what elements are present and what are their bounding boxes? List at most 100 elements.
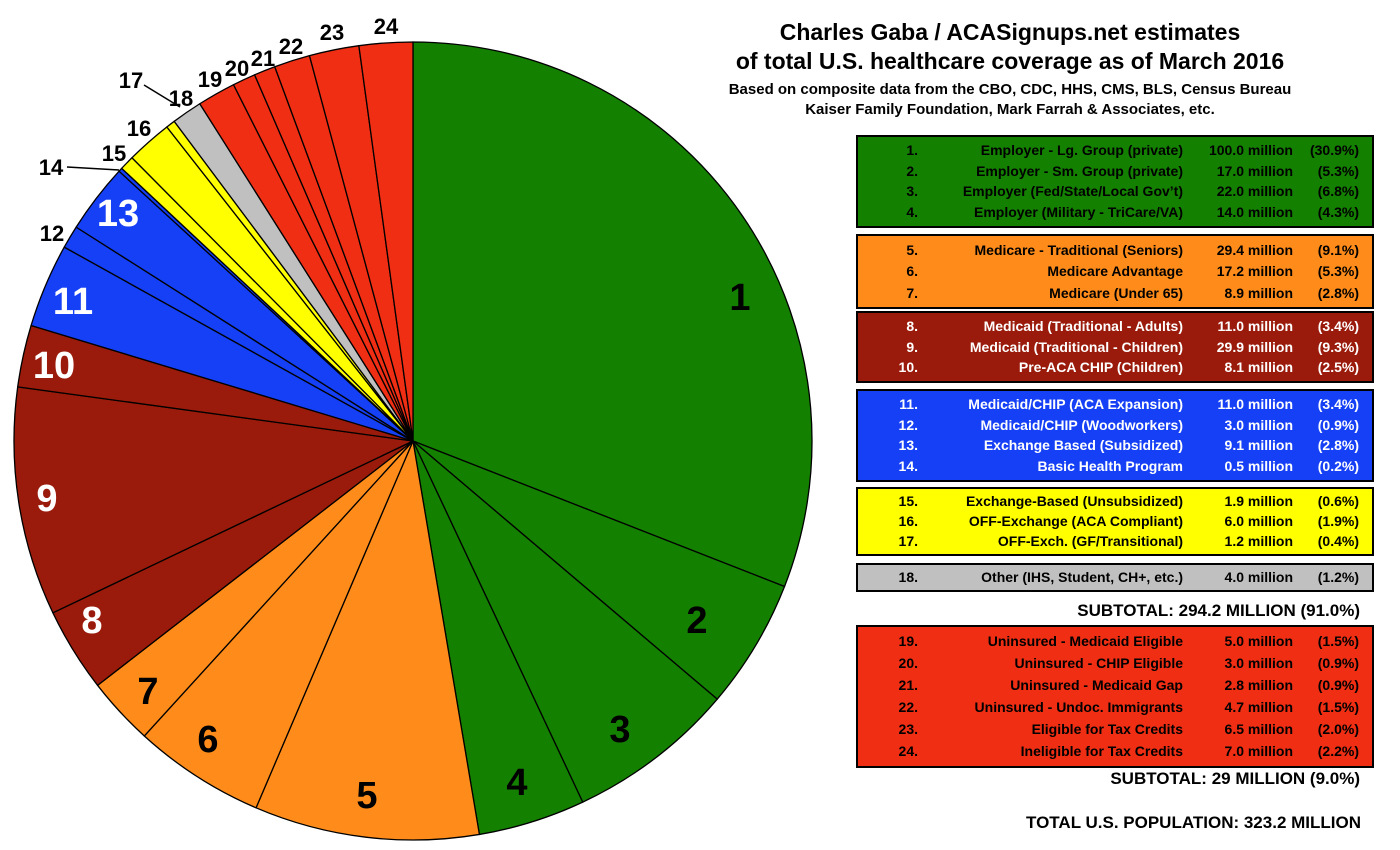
pie-label-9: 9 — [36, 478, 57, 520]
legend-value: 100.0 million — [1208, 141, 1293, 158]
legend-row-11: 11. Medicaid/CHIP (ACA Expansion) 11.0 mil… — [858, 395, 1372, 412]
legend-percent: (3.4%) — [1317, 317, 1359, 334]
pie-label-8: 8 — [81, 600, 102, 642]
pie-label-17: 17 — [119, 68, 143, 93]
legend-box-orange: 5. Medicare - Traditional (Seniors) 29.4 m… — [856, 234, 1374, 309]
legend-num: 9. — [906, 338, 918, 355]
pie-label-19: 19 — [198, 67, 222, 92]
pie-label-15: 15 — [102, 141, 126, 166]
legend-num: 10. — [898, 359, 918, 376]
pie-label-22: 22 — [279, 34, 303, 59]
pie-label-1: 1 — [729, 277, 750, 319]
legend-value: 6.0 million — [1224, 513, 1293, 529]
pie-label-7: 7 — [137, 671, 158, 713]
legend-percent: (2.8%) — [1317, 284, 1359, 301]
legend-label: Employer (Fed/State/Local Gov’t) — [962, 183, 1183, 200]
legend-value: 5.0 million — [1224, 633, 1293, 649]
legend-box-yellow: 15. Exchange-Based (Unsubsidized) 1.9 mill… — [856, 487, 1374, 556]
legend-label: Employer (Military - TriCare/VA) — [973, 204, 1183, 221]
legend-percent: (0.6%) — [1317, 493, 1359, 509]
legend-value: 29.9 million — [1216, 338, 1293, 355]
pie-label-21: 21 — [251, 46, 275, 71]
legend-num: 1. — [906, 141, 918, 158]
legend-label: Eligible for Tax Credits — [1031, 721, 1183, 737]
legend-row-16: 16. OFF-Exchange (ACA Compliant) 6.0 milli… — [858, 514, 1372, 529]
legend-percent: (2.2%) — [1317, 743, 1359, 759]
legend-percent: (1.5%) — [1317, 699, 1359, 715]
pie-segment-24 — [358, 41, 414, 442]
legend-box-maroon: 8. Medicaid (Traditional - Adults) 11.0 mi… — [856, 311, 1374, 383]
legend-label: Uninsured - Undoc. Immigrants — [974, 699, 1183, 715]
legend-row-5: 5. Medicare - Traditional (Seniors) 29.4 m… — [858, 241, 1372, 258]
legend-row-12: 12. Medicaid/CHIP (Woodworkers) 3.0 millio… — [858, 416, 1372, 433]
legend-row-19: 19. Uninsured - Medicaid Eligible 5.0 mill… — [858, 634, 1372, 649]
pie-segment-1 — [412, 41, 813, 588]
page-subtitle: Based on composite data from the CBO, CD… — [650, 80, 1370, 120]
legend-num: 22. — [898, 699, 918, 715]
legend-percent: (9.3%) — [1317, 338, 1359, 355]
legend-num: 15. — [898, 493, 918, 509]
legend-percent: (5.3%) — [1317, 162, 1359, 179]
legend-percent: (0.9%) — [1317, 677, 1359, 693]
legend-row-24: 24. Ineligible for Tax Credits 7.0 million… — [858, 744, 1372, 759]
legend-value: 17.2 million — [1216, 263, 1293, 279]
legend-percent: (2.0%) — [1317, 721, 1359, 737]
legend-num: 20. — [898, 655, 918, 671]
pie-label-2: 2 — [686, 600, 707, 642]
legend-percent: (2.5%) — [1317, 359, 1359, 376]
legend-num: 21. — [898, 677, 918, 693]
legend-value: 6.5 million — [1224, 721, 1293, 737]
legend-row-7: 7. Medicare (Under 65) 8.9 million (2.8%) — [858, 284, 1372, 301]
label-leader-line — [143, 84, 181, 108]
legend-row-15: 15. Exchange-Based (Unsubsidized) 1.9 mill… — [858, 494, 1372, 509]
legend-num: 5. — [906, 241, 918, 258]
legend-num: 11. — [899, 395, 918, 412]
legend-value: 3.0 million — [1224, 416, 1293, 433]
legend-label: Employer - Sm. Group (private) — [976, 162, 1183, 179]
legend-percent: (0.9%) — [1317, 416, 1359, 433]
pie-label-18: 18 — [169, 86, 193, 111]
legend-row-23: 23. Eligible for Tax Credits 6.5 million (2… — [858, 722, 1372, 737]
legend-row-20: 20. Uninsured - CHIP Eligible 3.0 million (… — [858, 656, 1372, 671]
legend-row-17: 17. OFF-Exch. (GF/Transitional) 1.2 millio… — [858, 534, 1372, 549]
legend-value: 3.0 million — [1224, 655, 1293, 671]
legend-label: OFF-Exchange (ACA Compliant) — [968, 513, 1183, 529]
legend-label: Medicaid (Traditional - Children) — [969, 338, 1183, 355]
pie-label-16: 16 — [127, 116, 151, 141]
title-line1: Charles Gaba / ACASignups.net estimates — [779, 19, 1241, 45]
legend-num: 2. — [906, 162, 918, 179]
legend-value: 11.0 million — [1217, 317, 1293, 334]
pie-label-3: 3 — [609, 709, 630, 751]
legend-label: Medicaid/CHIP (ACA Expansion) — [968, 395, 1183, 412]
legend-label: Employer - Lg. Group (private) — [980, 141, 1183, 158]
legend-num: 6. — [906, 263, 918, 279]
legend-row-3: 3. Employer (Fed/State/Local Gov’t) 22.0 m… — [858, 184, 1372, 199]
legend-percent: (0.4%) — [1317, 533, 1359, 549]
legend-value: 1.9 million — [1224, 493, 1293, 509]
legend-row-14: 14. Basic Health Program 0.5 million (0.2%) — [858, 459, 1372, 474]
legend-label: Medicaid (Traditional - Adults) — [983, 317, 1183, 334]
legend-percent: (9.1%) — [1317, 241, 1359, 258]
pie-label-13: 13 — [97, 193, 139, 235]
label-leader-line — [66, 166, 120, 171]
legend-label: Medicare Advantage — [1047, 263, 1183, 279]
legend-value: 4.7 million — [1224, 699, 1293, 715]
legend-box-red: 19. Uninsured - Medicaid Eligible 5.0 mill… — [856, 625, 1374, 768]
legend-label: OFF-Exch. (GF/Transitional) — [997, 533, 1183, 549]
legend-row-9: 9. Medicaid (Traditional - Children) 29.9 … — [858, 338, 1372, 355]
legend-percent: (1.2%) — [1317, 569, 1359, 585]
legend-label: Uninsured - Medicaid Eligible — [987, 633, 1183, 649]
legend-num: 8. — [906, 317, 918, 334]
pie-label-23: 23 — [320, 20, 344, 45]
legend-num: 19. — [898, 633, 918, 649]
uninsured-subtotal: SUBTOTAL: 29 MILLION (9.0%) — [1110, 769, 1360, 788]
legend-num: 4. — [906, 204, 918, 221]
pie-label-10: 10 — [33, 345, 75, 387]
legend-label: Basic Health Program — [1037, 458, 1184, 475]
legend-percent: (2.8%) — [1317, 437, 1359, 454]
legend-percent: (1.9%) — [1317, 513, 1359, 529]
pie-segment-5 — [255, 440, 481, 841]
legend-percent: (0.9%) — [1317, 655, 1359, 671]
legend-value: 9.1 million — [1224, 437, 1293, 454]
